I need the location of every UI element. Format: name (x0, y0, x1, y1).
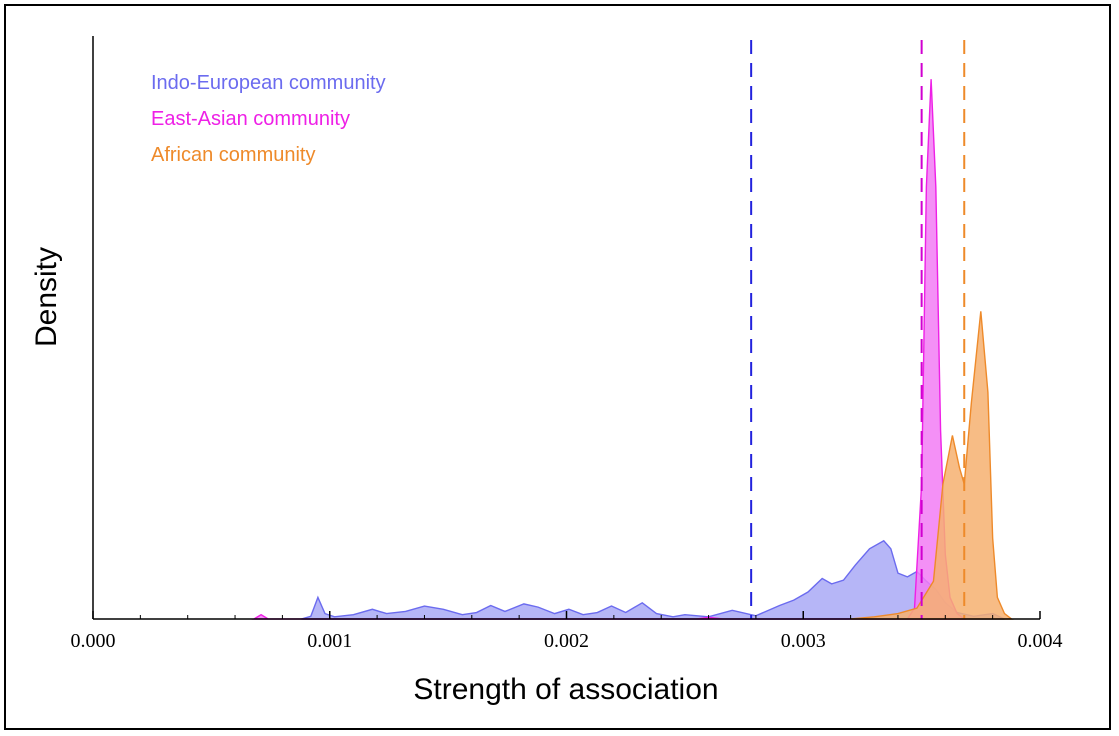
x-tick-label: 0.002 (544, 630, 589, 652)
x-ticks: 0.000 0.001 0.002 0.003 0.004 (71, 611, 1063, 652)
x-tick-label: 0.004 (1018, 630, 1063, 652)
legend-entry-african-community: African community (151, 144, 316, 166)
legend-entry-indo-european-community: Indo-European community (151, 72, 386, 94)
legend-entry-east-asian-community: East-Asian community (151, 108, 350, 130)
legend: Indo-European community East-Asian commun… (151, 72, 386, 166)
y-axis-title: Density (30, 247, 63, 347)
density-areas (251, 79, 1014, 620)
x-tick-label: 0.003 (781, 630, 826, 652)
x-tick-label: 0.001 (307, 630, 352, 652)
density-area-indo-european-community (301, 539, 1005, 620)
mean-lines (750, 40, 966, 619)
x-tick-label: 0.000 (71, 630, 116, 652)
x-axis-title: Strength of association (413, 673, 718, 706)
density-area-east-asian-community (251, 79, 967, 620)
figure-frame (4, 4, 1111, 730)
